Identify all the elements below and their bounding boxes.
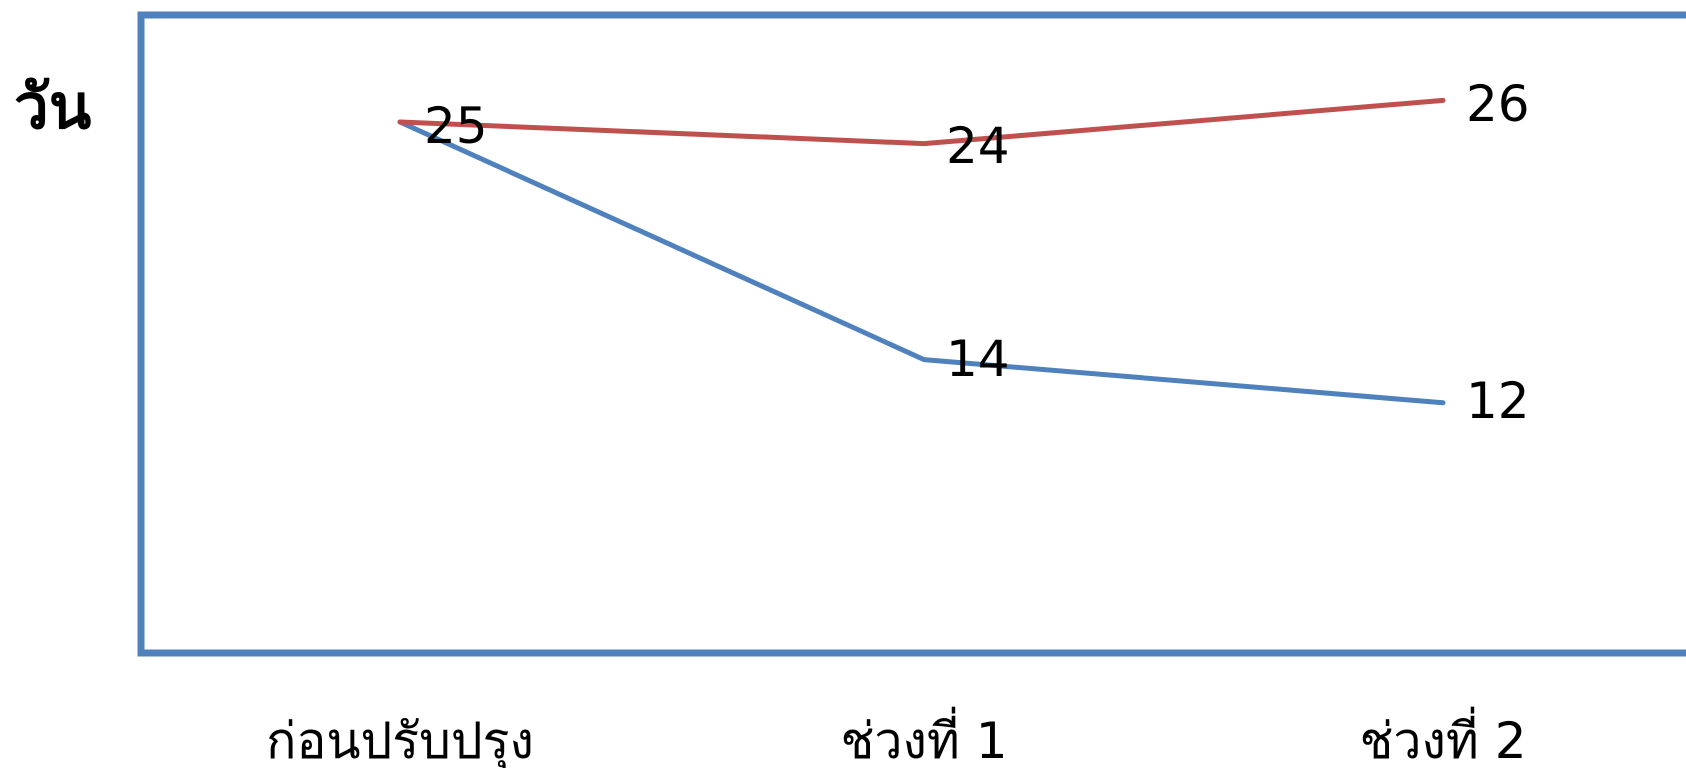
data-label-1: 25 [424, 97, 488, 155]
x-axis-tick-labels: ก่อนปรับปรุง ช่วงที่ 1 ช่วงที่ 2 [266, 707, 1526, 768]
series-layer [397, 97, 1446, 406]
x-tick-label-1: ก่อนปรับปรุง [266, 712, 534, 768]
data-labels-layer: 25 24 26 14 12 [424, 75, 1530, 430]
series-line-1 [397, 119, 1446, 406]
data-label-5: 12 [1466, 372, 1530, 430]
data-label-2: 24 [946, 117, 1010, 175]
data-label-4: 14 [946, 330, 1010, 388]
x-tick-label-3: ช่วงที่ 2 [1359, 707, 1526, 768]
y-axis-label: วัน [14, 70, 92, 143]
series-line-2 [397, 97, 1446, 147]
x-tick-label-2: ช่วงที่ 1 [840, 707, 1007, 768]
plot-frame [137, 11, 1686, 657]
data-label-3: 26 [1466, 75, 1530, 133]
